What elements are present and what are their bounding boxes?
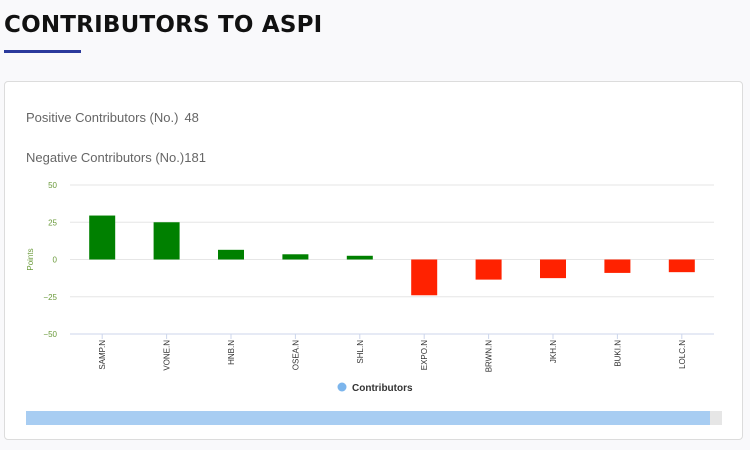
y-tick-label: −25 bbox=[43, 293, 57, 302]
positive-contributors-stat: Positive Contributors (No.) 48 bbox=[26, 110, 199, 125]
y-tick-label: 0 bbox=[53, 256, 58, 265]
x-tick-label: BRWN.N bbox=[485, 340, 494, 373]
positive-contributors-value: 48 bbox=[184, 110, 199, 125]
x-tick-label: BUKI.N bbox=[613, 340, 622, 367]
x-tick-label: VONE.N bbox=[163, 340, 172, 371]
x-tick-label: HNB.N bbox=[227, 340, 236, 365]
chart-scrollbar[interactable] bbox=[26, 411, 722, 425]
bar-osea-n bbox=[282, 254, 309, 260]
legend-label: Contributors bbox=[352, 383, 413, 394]
bar-lolc-n bbox=[668, 259, 695, 273]
x-tick-label: JKH.N bbox=[549, 340, 558, 363]
x-tick-label: OSEA.N bbox=[291, 340, 300, 370]
bar-jkh-n bbox=[540, 259, 566, 279]
bar-vone-n bbox=[153, 222, 180, 260]
bar-brwn-n bbox=[475, 259, 502, 280]
bar-samp-n bbox=[89, 215, 116, 260]
y-tick-label: 50 bbox=[48, 181, 57, 190]
legend-marker bbox=[337, 382, 347, 392]
negative-contributors-stat: Negative Contributors (No.)181 bbox=[26, 150, 206, 165]
negative-contributors-value: 181 bbox=[184, 150, 206, 165]
x-tick-label: LOLC.N bbox=[678, 340, 687, 369]
y-tick-label: 25 bbox=[48, 218, 57, 227]
positive-contributors-label: Positive Contributors (No.) bbox=[26, 110, 179, 125]
x-tick-label: SHL.N bbox=[356, 340, 365, 364]
bar-expo-n bbox=[411, 259, 438, 296]
chart-scrollbar-thumb[interactable] bbox=[26, 411, 710, 425]
bar-shl-n bbox=[346, 255, 373, 260]
bar-hnb-n bbox=[218, 249, 244, 260]
bar-buki-n bbox=[604, 259, 631, 273]
page-title: CONTRIBUTORS TO ASPI bbox=[4, 12, 323, 38]
y-axis-title: Points bbox=[26, 248, 35, 270]
x-tick-label: SAMP.N bbox=[98, 340, 107, 370]
negative-contributors-label: Negative Contributors (No.) bbox=[26, 150, 185, 165]
title-underline bbox=[4, 50, 81, 53]
y-tick-label: −50 bbox=[43, 330, 57, 339]
x-tick-label: EXPO.N bbox=[420, 340, 429, 370]
